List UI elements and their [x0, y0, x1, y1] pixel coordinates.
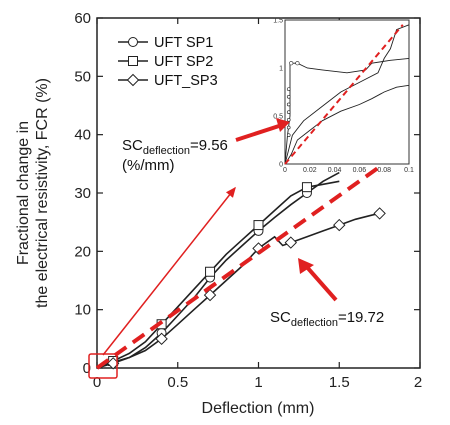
annotation-upper-main: SC [122, 137, 143, 154]
series-3-marker [203, 288, 217, 302]
x-axis-ticks: 0 0.5 1 1.5 2 [93, 18, 422, 391]
inset-y-tick-label: 1.5 [273, 18, 283, 25]
legend-marker [126, 73, 140, 87]
inset-x-tick-label: 0 [283, 167, 287, 174]
inset-marker [286, 133, 291, 137]
y-axis-title-line1: Fractional change in [15, 121, 32, 265]
x-tick-label: 1 [254, 374, 262, 391]
x-tick-label: 1.5 [329, 374, 350, 391]
fit-line [95, 165, 381, 370]
series-3-marker [373, 207, 386, 220]
svg-text:SCdeflection=9.56: SCdeflection=9.56 [122, 137, 228, 157]
fit-line-layer [95, 165, 381, 370]
inset-series [284, 24, 410, 165]
y-tick-label: 60 [74, 10, 91, 27]
annotation-upper-sub: deflection [143, 145, 190, 157]
annotation-upper-unit: (%/mm) [122, 157, 175, 174]
y-axis-title-group: Fractional change in the electrical resi… [15, 78, 51, 308]
inset-marker [286, 118, 291, 122]
legend-label: UFT_SP3 [154, 73, 218, 89]
inset-marker [286, 102, 291, 107]
series-3-marker [284, 236, 298, 249]
y-tick-label: 10 [74, 302, 91, 319]
inset-ticks: 0 0.02 0.04 0.06 0.08 0.1 0 0.5 1 1.5 [273, 18, 414, 175]
svg-text:SCdeflection=19.72: SCdeflection=19.72 [270, 309, 384, 329]
legend-label: UFT SP1 [154, 35, 213, 51]
inset-fit-line [284, 24, 404, 165]
annotation-lower-arrowhead [298, 258, 314, 274]
x-tick-label: 2 [414, 374, 422, 391]
series-line-3 [96, 212, 380, 369]
inset-x-tick-label: 0.02 [303, 167, 317, 174]
y-tick-label: 50 [74, 68, 91, 85]
series-2-marker [205, 266, 216, 277]
annotation-upper: SCdeflection=9.56 (%/mm) [122, 118, 290, 174]
inset-x-tick-label: 0.06 [353, 167, 367, 174]
inset-marker [286, 87, 291, 91]
annotation-lower-arrow [304, 264, 338, 302]
series-layer [96, 171, 386, 370]
series-3-marker [333, 218, 346, 232]
inset-x-tick-label: 0.04 [328, 167, 342, 174]
x-axis-title: Deflection (mm) [202, 400, 315, 417]
inset-marker [286, 95, 291, 99]
series-2-marker [301, 182, 312, 193]
inset-x-tick-label: 0.08 [377, 167, 391, 174]
x-tick-label: 0.5 [167, 374, 188, 391]
series-line-2 [96, 180, 340, 369]
annotation-lower: SCdeflection=19.72 [270, 258, 384, 329]
zoom-arrow [102, 186, 236, 356]
inset-x-tick-label: 0.1 [404, 167, 414, 174]
x-tick-label: 0 [93, 374, 101, 391]
legend-marker [128, 56, 138, 66]
series-3-marker [155, 332, 168, 346]
inset-marker [295, 61, 300, 66]
inset-chart: 0 0.02 0.04 0.06 0.08 0.1 0 0.5 1 1.5 [273, 18, 414, 175]
inset-marker [286, 125, 291, 130]
legend-label: UFT SP2 [154, 54, 213, 70]
inset-y-tick-label: 1 [279, 66, 283, 73]
inset-marker [286, 110, 291, 114]
annotation-upper-arrow [235, 123, 283, 142]
annotation-upper-arrowhead [276, 118, 290, 132]
series-line-1 [96, 171, 340, 369]
y-tick-label: 30 [74, 185, 91, 202]
inset-y-tick-label: 0.5 [273, 114, 283, 121]
y-axis-title-line2: the electrical resistivity, FCR (%) [34, 78, 51, 308]
y-tick-label: 0 [83, 360, 91, 377]
annotation-lower-sub: deflection [291, 317, 338, 329]
annotation-upper-value: =9.56 [190, 137, 228, 154]
inset-trace-3 [284, 84, 410, 165]
legend-marker [128, 37, 138, 47]
series-2-marker [253, 220, 264, 231]
legend: UFT SP1 UFT SP2 UFT_SP3 [118, 35, 218, 89]
annotation-lower-main: SC [270, 309, 291, 326]
inset-marker [289, 61, 294, 66]
annotation-lower-value: =19.72 [338, 309, 384, 326]
y-tick-label: 20 [74, 243, 91, 260]
inset-y-tick-label: 0 [279, 162, 283, 169]
y-tick-label: 40 [74, 127, 91, 144]
